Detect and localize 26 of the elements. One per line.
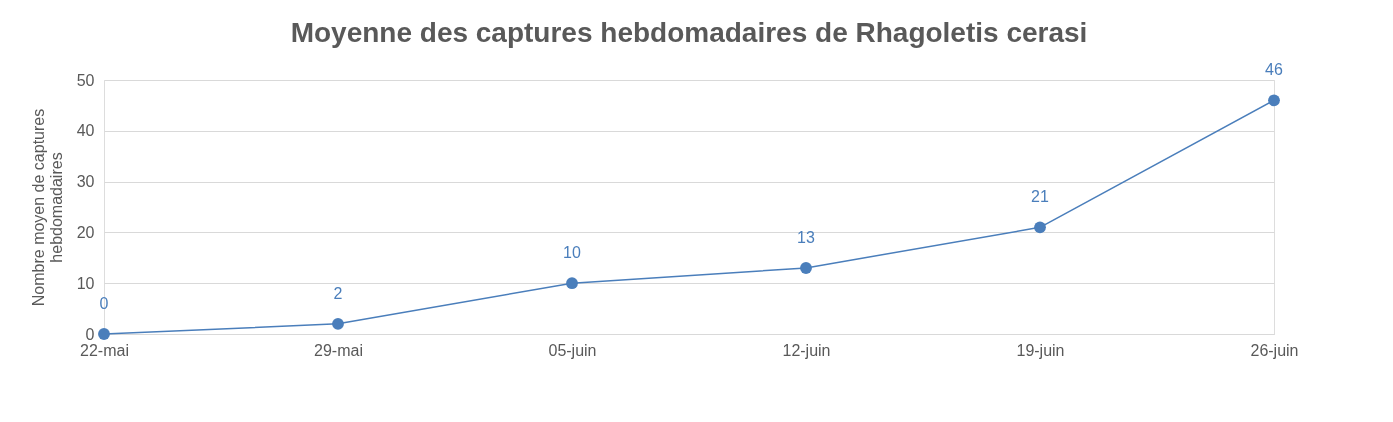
- x-tick-label: 12-juin: [782, 341, 831, 359]
- data-label: 0: [99, 295, 109, 312]
- point: [1268, 94, 1280, 107]
- point: [566, 277, 578, 290]
- y-tick-label: 10: [76, 274, 95, 292]
- y-tick-label: 0: [85, 325, 95, 343]
- point: [332, 317, 344, 330]
- x-tick-label: 19-juin: [1016, 341, 1065, 359]
- y-tick-label: 30: [76, 173, 95, 191]
- y-tick-label: 20: [76, 223, 95, 241]
- x-tick-label: 05-juin: [548, 341, 597, 359]
- y-tick-label: 50: [76, 71, 95, 89]
- data-label: 2: [333, 284, 343, 302]
- data-label: 46: [1265, 61, 1283, 79]
- x-tick-label: 29-mai: [314, 341, 363, 359]
- point: [800, 262, 812, 274]
- data-label: 21: [1031, 188, 1049, 206]
- point: [98, 328, 110, 340]
- x-tick-label: 22-mai: [80, 341, 129, 359]
- y-axis-title: Nombre moyen de captures hebdomadaires: [29, 108, 65, 307]
- x-tick-label: 26-juin: [1250, 341, 1299, 359]
- data-label: 10: [563, 244, 581, 262]
- y-tick-label: 40: [76, 122, 95, 140]
- chart-title: Moyenne des captures hebdomadaires de Rhagoletis cerasi: [290, 17, 1088, 49]
- data-label: 13: [797, 228, 815, 246]
- point: [1034, 221, 1046, 234]
